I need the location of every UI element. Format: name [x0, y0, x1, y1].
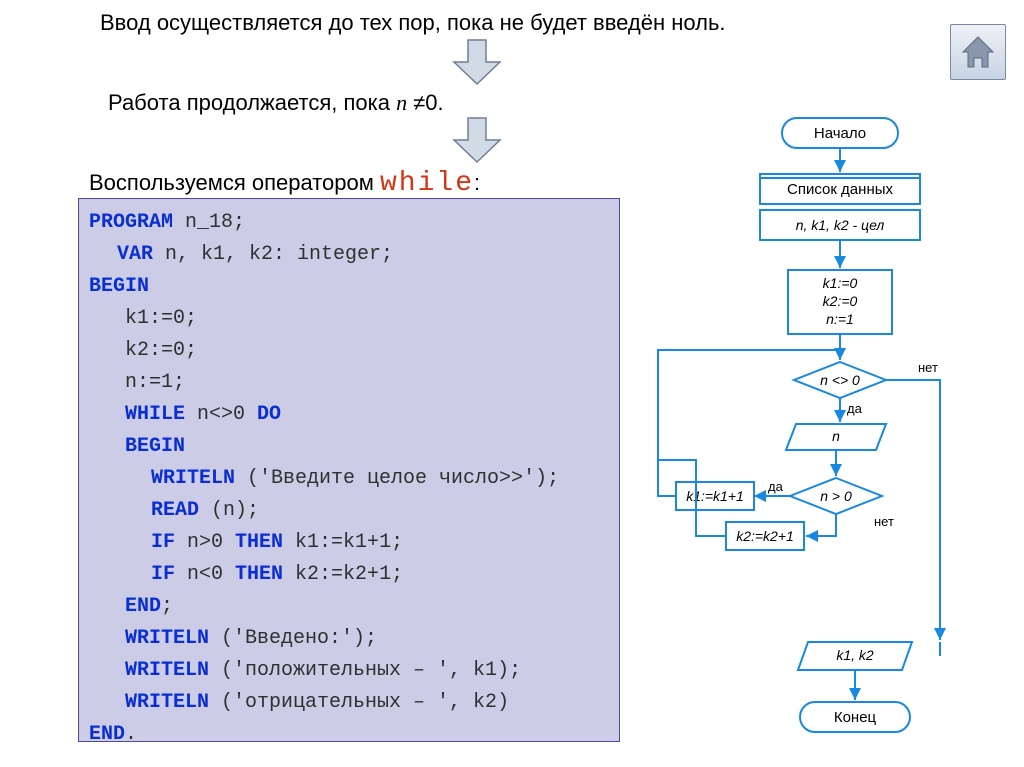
- while-keyword-icon: while: [380, 168, 474, 199]
- code-l15: ('положительных – ', k1);: [209, 659, 521, 682]
- kw-if-2: if: [151, 563, 175, 586]
- code-l2: n, k1, k2: integer;: [153, 243, 393, 266]
- flow-yes-2: да: [768, 479, 784, 494]
- code-l1: n_18;: [173, 211, 245, 234]
- flow-start: Начало: [814, 125, 866, 142]
- flow-output: k1, k2: [836, 647, 874, 663]
- kw-while: while: [125, 403, 185, 426]
- code-l11m: n>0: [175, 531, 235, 554]
- code-l10: (n);: [199, 499, 259, 522]
- kw-if-1: if: [151, 531, 175, 554]
- down-arrow-2: [450, 116, 504, 164]
- code-l5: k2:=0;: [89, 335, 609, 367]
- subtitle-n: n: [396, 90, 407, 115]
- kw-then-1: then: [235, 531, 283, 554]
- flow-init3: n:=1: [826, 311, 854, 327]
- flow-no-2: нет: [874, 514, 894, 529]
- kw-writeln-3: writeln: [125, 659, 209, 682]
- subtitle-suffix: ≠0.: [407, 90, 444, 115]
- code-l14: ('Введено:');: [209, 627, 377, 650]
- flow-cond2: n > 0: [820, 488, 852, 504]
- kw-then-2: then: [235, 563, 283, 586]
- code-l9: ('Введите целое число>>');: [235, 467, 559, 490]
- kw-program: program: [89, 211, 173, 234]
- flowchart: Начало Список данных n, k1, k2 - цел k1:…: [640, 110, 1020, 760]
- code-l7m: n<>0: [185, 403, 257, 426]
- kw-writeln-4: writeln: [125, 691, 209, 714]
- flow-k2inc: k2:=k2+1: [736, 528, 794, 544]
- code-l13: ;: [161, 595, 173, 618]
- flow-vars: n, k1, k2 - цел: [796, 217, 885, 233]
- home-button[interactable]: [950, 24, 1006, 80]
- operator-prefix: Воспользуемся оператором: [89, 170, 380, 195]
- operator-line: Воспользуемся оператором while:: [89, 168, 480, 199]
- down-arrow-1: [450, 38, 504, 86]
- flow-k1inc: k1:=k1+1: [686, 488, 744, 504]
- code-block: program n_18; var n, k1, k2: integer; be…: [78, 198, 620, 742]
- kw-writeln-2: writeln: [125, 627, 209, 650]
- kw-begin-outer: begin: [89, 275, 149, 298]
- kw-read: read: [151, 499, 199, 522]
- operator-suffix: :: [474, 170, 480, 195]
- code-l12m: n<0: [175, 563, 235, 586]
- subtitle-prefix: Работа продолжается, пока: [108, 90, 396, 115]
- code-l11r: k1:=k1+1;: [283, 531, 403, 554]
- code-l6: n:=1;: [89, 367, 609, 399]
- flow-no-1: нет: [918, 360, 938, 375]
- flow-init1: k1:=0: [823, 275, 858, 291]
- title-text: Ввод осуществляется до тех пор, пока не …: [100, 10, 726, 36]
- subtitle: Работа продолжается, пока n ≠0.: [108, 90, 444, 116]
- home-icon: [958, 32, 998, 72]
- kw-var: var: [117, 243, 153, 266]
- flow-cond1: n <> 0: [820, 372, 860, 388]
- kw-writeln-1: writeln: [151, 467, 235, 490]
- flow-yes-1: да: [847, 401, 863, 416]
- flow-end: Конец: [834, 709, 877, 726]
- kw-end-outer: end: [89, 723, 125, 746]
- kw-do: do: [257, 403, 281, 426]
- flow-init2: k2:=0: [823, 293, 858, 309]
- code-l4: k1:=0;: [89, 303, 609, 335]
- kw-end-inner: end: [125, 595, 161, 618]
- code-l17: .: [125, 723, 137, 746]
- flow-input-n: n: [832, 428, 840, 444]
- flow-listdata: Список данных: [787, 181, 894, 198]
- kw-begin-inner: begin: [125, 435, 185, 458]
- code-l12r: k2:=k2+1;: [283, 563, 403, 586]
- code-l16: ('отрицательных – ', k2): [209, 691, 509, 714]
